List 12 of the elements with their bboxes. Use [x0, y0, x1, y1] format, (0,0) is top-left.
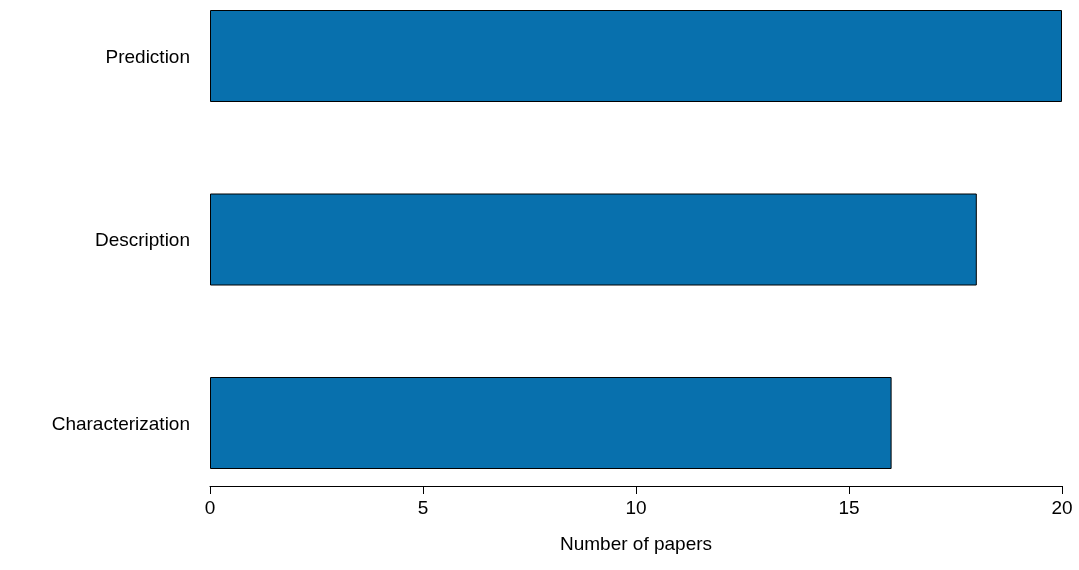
x-tick-label: 15 — [838, 497, 860, 518]
bar — [210, 10, 1062, 102]
y-tick-label: Prediction — [105, 45, 190, 67]
y-tick-label: Characterization — [51, 412, 190, 434]
x-tick-label: 5 — [417, 497, 429, 518]
x-axis-title: Number of papers — [559, 533, 713, 554]
x-tick-label: 10 — [625, 497, 647, 518]
bar — [210, 193, 977, 286]
x-tick-label: 0 — [204, 497, 216, 518]
x-tick-label: 20 — [1051, 497, 1073, 518]
y-tick-label: Description — [94, 229, 190, 250]
bar — [210, 377, 892, 469]
